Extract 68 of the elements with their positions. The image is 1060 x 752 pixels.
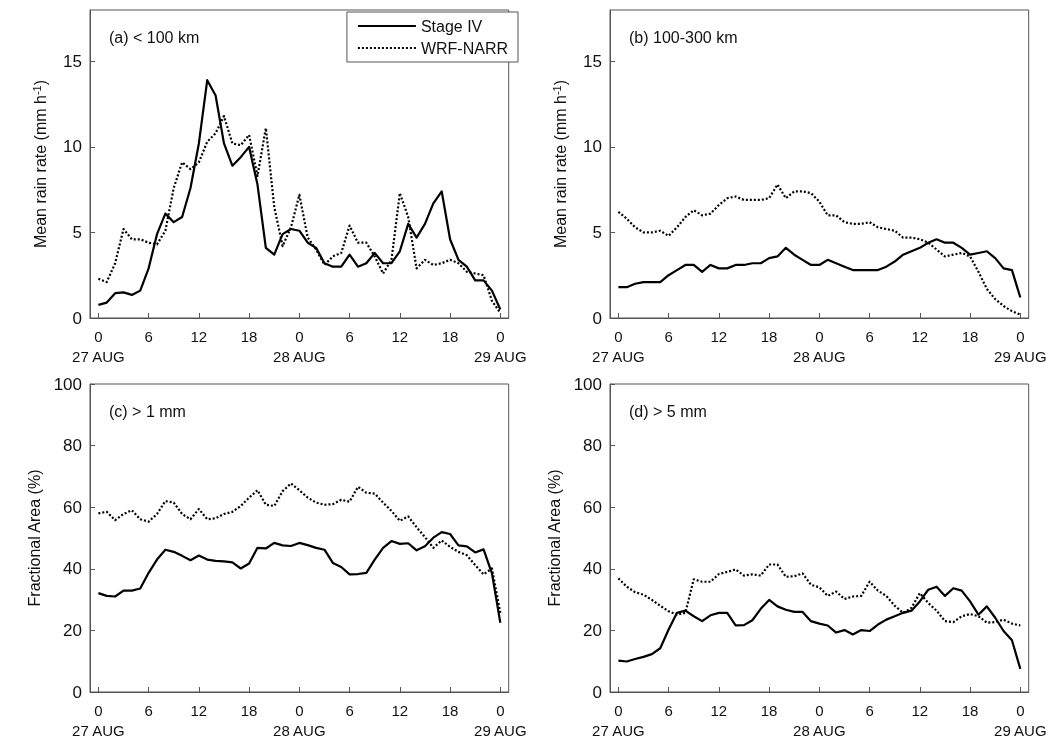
x-tick-label: 12 bbox=[190, 701, 208, 719]
x-tick-label: 18 bbox=[240, 701, 258, 719]
x-tick-label: 0 28 AUG bbox=[793, 327, 846, 365]
x-tick-label: 0 28 AUG bbox=[273, 327, 326, 365]
x-tick-label: 18 bbox=[240, 327, 258, 345]
x-tick-label: 12 bbox=[190, 327, 208, 345]
y-axis-title: Mean rain rate (mm h-1) bbox=[550, 79, 569, 249]
x-tick-label: 0 28 AUG bbox=[273, 701, 326, 739]
x-tick-label: 18 bbox=[760, 701, 778, 719]
x-tick-label: 18 bbox=[961, 327, 979, 345]
legend-label: WRF-NARR bbox=[420, 39, 508, 57]
x-tick-label: 0 27 AUG bbox=[592, 327, 645, 365]
x-tick-label: 0 29 AUG bbox=[994, 701, 1047, 739]
text: (b) 100-300 km bbox=[629, 28, 738, 46]
legend-label: Stage IV bbox=[420, 17, 483, 35]
y-tick-label: 15 bbox=[63, 51, 82, 71]
y-tick-label: 60 bbox=[63, 497, 82, 517]
x-tick-label: 0 27 AUG bbox=[72, 701, 125, 739]
x-tick-label: 0 28 AUG bbox=[793, 701, 846, 739]
x-tick-label: 6 bbox=[865, 327, 874, 345]
x-tick-label: 0 29 AUG bbox=[474, 327, 527, 365]
text: (a) < 100 km bbox=[109, 28, 200, 46]
x-tick-label: 18 bbox=[441, 701, 459, 719]
line-series bbox=[617, 183, 1022, 316]
y-tick-label: 0 bbox=[72, 682, 82, 702]
y-axis-title: Fractional Area (%) bbox=[546, 469, 564, 607]
y-tick-label: 60 bbox=[583, 497, 602, 517]
x-tick-label: 12 bbox=[710, 701, 728, 719]
y-tick-label: 0 bbox=[592, 308, 602, 328]
x-tick-label: 12 bbox=[911, 327, 929, 345]
y-tick-label: 10 bbox=[583, 137, 602, 157]
x-tick-label: 0 27 AUG bbox=[592, 701, 645, 739]
y-tick-label: 5 bbox=[72, 222, 82, 242]
text: (d) > 5 mm bbox=[629, 402, 707, 420]
text: (c) > 1 mm bbox=[109, 402, 186, 420]
x-tick-label: 12 bbox=[911, 701, 929, 719]
x-tick-label: 0 29 AUG bbox=[474, 701, 527, 739]
x-tick-label: 18 bbox=[441, 327, 459, 345]
x-tick-label: 6 bbox=[664, 701, 673, 719]
x-tick-label: 0 27 AUG bbox=[72, 327, 125, 365]
x-tick-label: 6 bbox=[144, 327, 153, 345]
x-tick-label: 12 bbox=[710, 327, 728, 345]
y-tick-label: 100 bbox=[573, 374, 602, 394]
y-tick-label: 15 bbox=[583, 51, 602, 71]
y-tick-label: 80 bbox=[63, 436, 82, 456]
x-tick-label: 6 bbox=[865, 701, 874, 719]
y-tick-label: 40 bbox=[63, 559, 82, 579]
y-tick-label: 5 bbox=[592, 222, 602, 242]
x-tick-label: 6 bbox=[664, 327, 673, 345]
y-tick-label: 80 bbox=[583, 436, 602, 456]
y-axis-title: Fractional Area (%) bbox=[26, 469, 44, 607]
x-tick-label: 18 bbox=[961, 701, 979, 719]
x-tick-label: 12 bbox=[391, 701, 409, 719]
y-tick-label: 10 bbox=[63, 137, 82, 157]
x-tick-label: 6 bbox=[144, 701, 153, 719]
y-tick-label: 20 bbox=[583, 620, 602, 640]
line-series bbox=[97, 79, 502, 311]
x-tick-label: 0 29 AUG bbox=[994, 327, 1047, 365]
y-tick-label: 100 bbox=[53, 374, 82, 394]
y-axis-title: Mean rain rate (mm h-1) bbox=[30, 79, 49, 249]
y-tick-label: 20 bbox=[63, 620, 82, 640]
x-tick-label: 12 bbox=[391, 327, 409, 345]
x-tick-label: 18 bbox=[760, 327, 778, 345]
y-tick-label: 0 bbox=[592, 682, 602, 702]
x-tick-label: 6 bbox=[345, 327, 354, 345]
y-tick-label: 0 bbox=[72, 308, 82, 328]
x-tick-label: 6 bbox=[345, 701, 354, 719]
y-tick-label: 40 bbox=[583, 559, 602, 579]
